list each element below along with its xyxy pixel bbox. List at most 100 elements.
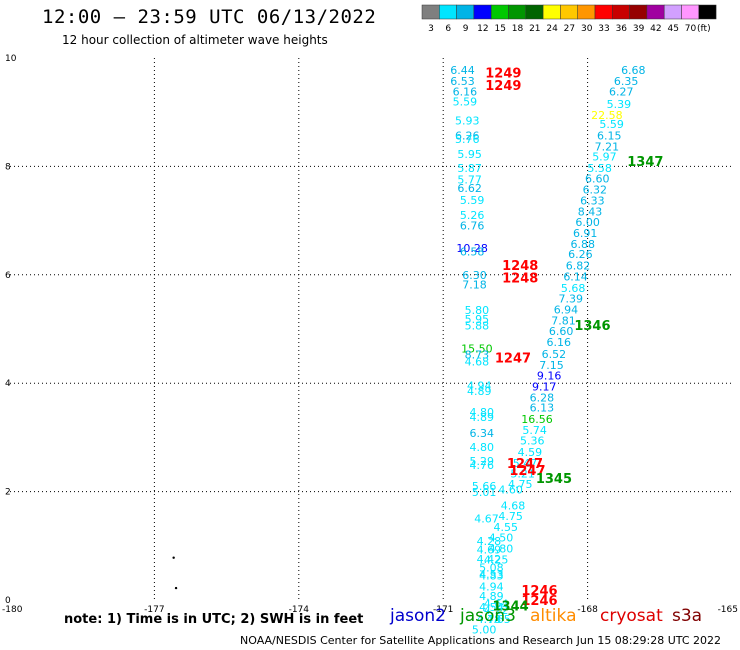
- wave-height-label: 6.14: [563, 270, 588, 283]
- wave-height-label: 6.53: [450, 75, 475, 88]
- wave-height-label: 4.94: [467, 379, 492, 392]
- legend-tick-label: (ft): [697, 24, 711, 34]
- island-dot: [174, 586, 178, 590]
- wave-height-label: 6.94: [554, 303, 579, 316]
- legend-swatch: [508, 4, 527, 20]
- track-time-label: 1249: [485, 67, 521, 82]
- legend-tick-label: 45: [667, 24, 678, 34]
- wave-height-label: 9.17: [532, 380, 557, 393]
- track-time-label: 1246: [521, 594, 557, 609]
- wave-height-label: 6.16: [453, 86, 478, 99]
- legend-swatch: [473, 4, 492, 20]
- wave-height-label: 5.39: [607, 98, 632, 111]
- wave-height-label: 6.58: [460, 245, 485, 258]
- wave-height-label: 4.64: [484, 597, 509, 610]
- track-time-label: 1347: [627, 155, 663, 170]
- wave-height-label: 5.97: [592, 151, 617, 164]
- y-tick-label: 10: [5, 54, 17, 64]
- wave-height-label: 5.29: [469, 455, 494, 468]
- legend-tick-label: 30: [581, 24, 593, 34]
- wave-height-label: 4.78: [477, 613, 502, 626]
- wave-height-label: 6.60: [585, 172, 610, 185]
- wave-height-label: 5.74: [522, 424, 547, 437]
- legend-tick-label: 12: [477, 24, 488, 34]
- track-time-label: 1249: [485, 79, 521, 94]
- y-tick-label: 4: [5, 379, 11, 389]
- wave-height-label: 5.59: [460, 194, 485, 207]
- wave-height-label: 4.25: [484, 553, 509, 566]
- legend-swatch: [560, 4, 578, 20]
- wave-height-label: 4.80: [489, 543, 514, 556]
- legend-swatch: [490, 4, 509, 20]
- map-title: 12:00 – 23:59 UTC 06/13/2022: [42, 6, 377, 28]
- wave-height-label: 6.28: [530, 391, 555, 404]
- wave-height-label: 6.15: [597, 130, 622, 143]
- wave-height-label: 4.89: [469, 411, 494, 424]
- legend-tick-label: 21: [529, 24, 540, 34]
- wave-height-label: 4.60: [498, 483, 523, 496]
- x-tick-label: -171: [433, 605, 453, 615]
- wave-height-label: 6.16: [546, 336, 571, 349]
- legend-swatch: [542, 4, 561, 20]
- wave-height-label: 6.32: [583, 184, 608, 197]
- satellite-label-s3a: s3a: [672, 606, 703, 626]
- wave-height-label: 4.89: [467, 385, 492, 398]
- wave-height-label: 6.13: [530, 402, 555, 415]
- wave-height-label: 5.95: [457, 148, 482, 161]
- x-tick-label: -168: [577, 605, 598, 615]
- wave-height-label: 7.15: [539, 359, 564, 372]
- island-dot: [172, 556, 175, 559]
- wave-height-label: 5.95: [465, 313, 490, 326]
- wave-height-label: 4.53: [479, 568, 504, 581]
- x-tick-label: -174: [289, 605, 310, 615]
- track-time-label: 1248: [502, 272, 538, 287]
- wave-height-label: 6.52: [542, 348, 567, 361]
- wave-height-label: 6.76: [460, 219, 485, 232]
- x-tick-label: -177: [144, 605, 164, 615]
- track-time-label: 1344: [492, 599, 528, 614]
- wave-height-label: 5.59: [599, 118, 624, 131]
- satellite-label-altika: altika: [530, 606, 577, 626]
- wave-height-label: 5.66: [472, 480, 497, 493]
- wave-height-label: 6.27: [609, 86, 634, 99]
- wave-height-label: 7.39: [559, 293, 584, 306]
- wave-height-label: 6.26: [568, 248, 593, 261]
- wave-height-label: 4.76: [469, 459, 494, 472]
- wave-height-label: 4.75: [508, 478, 533, 491]
- legend-tick-label: 15: [494, 24, 505, 34]
- legend-swatch: [594, 4, 613, 20]
- wave-height-label: 6.91: [573, 227, 598, 240]
- wave-height-label: 4.94: [479, 580, 504, 593]
- wave-height-label: 6.88: [571, 238, 596, 251]
- legend-tick-label: 36: [616, 24, 628, 34]
- wave-height-label: 4.69: [477, 544, 502, 557]
- wave-height-label: 6.35: [614, 75, 639, 88]
- wave-height-label: 15.50: [461, 343, 493, 356]
- wave-height-label: 4.42: [477, 553, 502, 566]
- wave-height-label: 6.82: [566, 260, 591, 273]
- wave-height-label: 4.54: [479, 601, 504, 614]
- y-tick-label: 6: [5, 271, 11, 281]
- legend-swatch: [577, 4, 596, 20]
- wave-height-label: 6.68: [621, 64, 646, 77]
- wave-height-label: 4.28: [477, 535, 502, 548]
- wave-height-labels: 6.446.536.165.595.936.265.765.955.875.77…: [450, 64, 645, 636]
- map-subtitle: 12 hour collection of altimeter wave hei…: [62, 33, 328, 47]
- wave-height-label: 4.50: [489, 532, 514, 545]
- track-time-label: 1346: [574, 319, 610, 334]
- wave-height-label: 4.12: [484, 604, 509, 617]
- legend-tick-label: 18: [512, 24, 524, 34]
- wave-height-label: 5.21: [510, 468, 535, 481]
- wave-height-label: 5.80: [465, 304, 490, 317]
- legend-tick-label: 27: [564, 24, 575, 34]
- wave-height-label: 7.18: [462, 279, 487, 292]
- wave-height-label: 22.58: [591, 109, 623, 122]
- wave-height-label: 6.60: [549, 325, 574, 338]
- wave-height-label: 4.55: [494, 521, 519, 534]
- wave-height-label: 4.67: [474, 513, 499, 526]
- track-time-labels: 1249124913471248124813461247124712471345…: [485, 67, 663, 615]
- wave-height-label: 16.56: [521, 413, 553, 426]
- track-time-label: 1247: [509, 464, 545, 479]
- x-tick-label: -165: [718, 605, 738, 615]
- y-tick-label: 2: [5, 488, 11, 498]
